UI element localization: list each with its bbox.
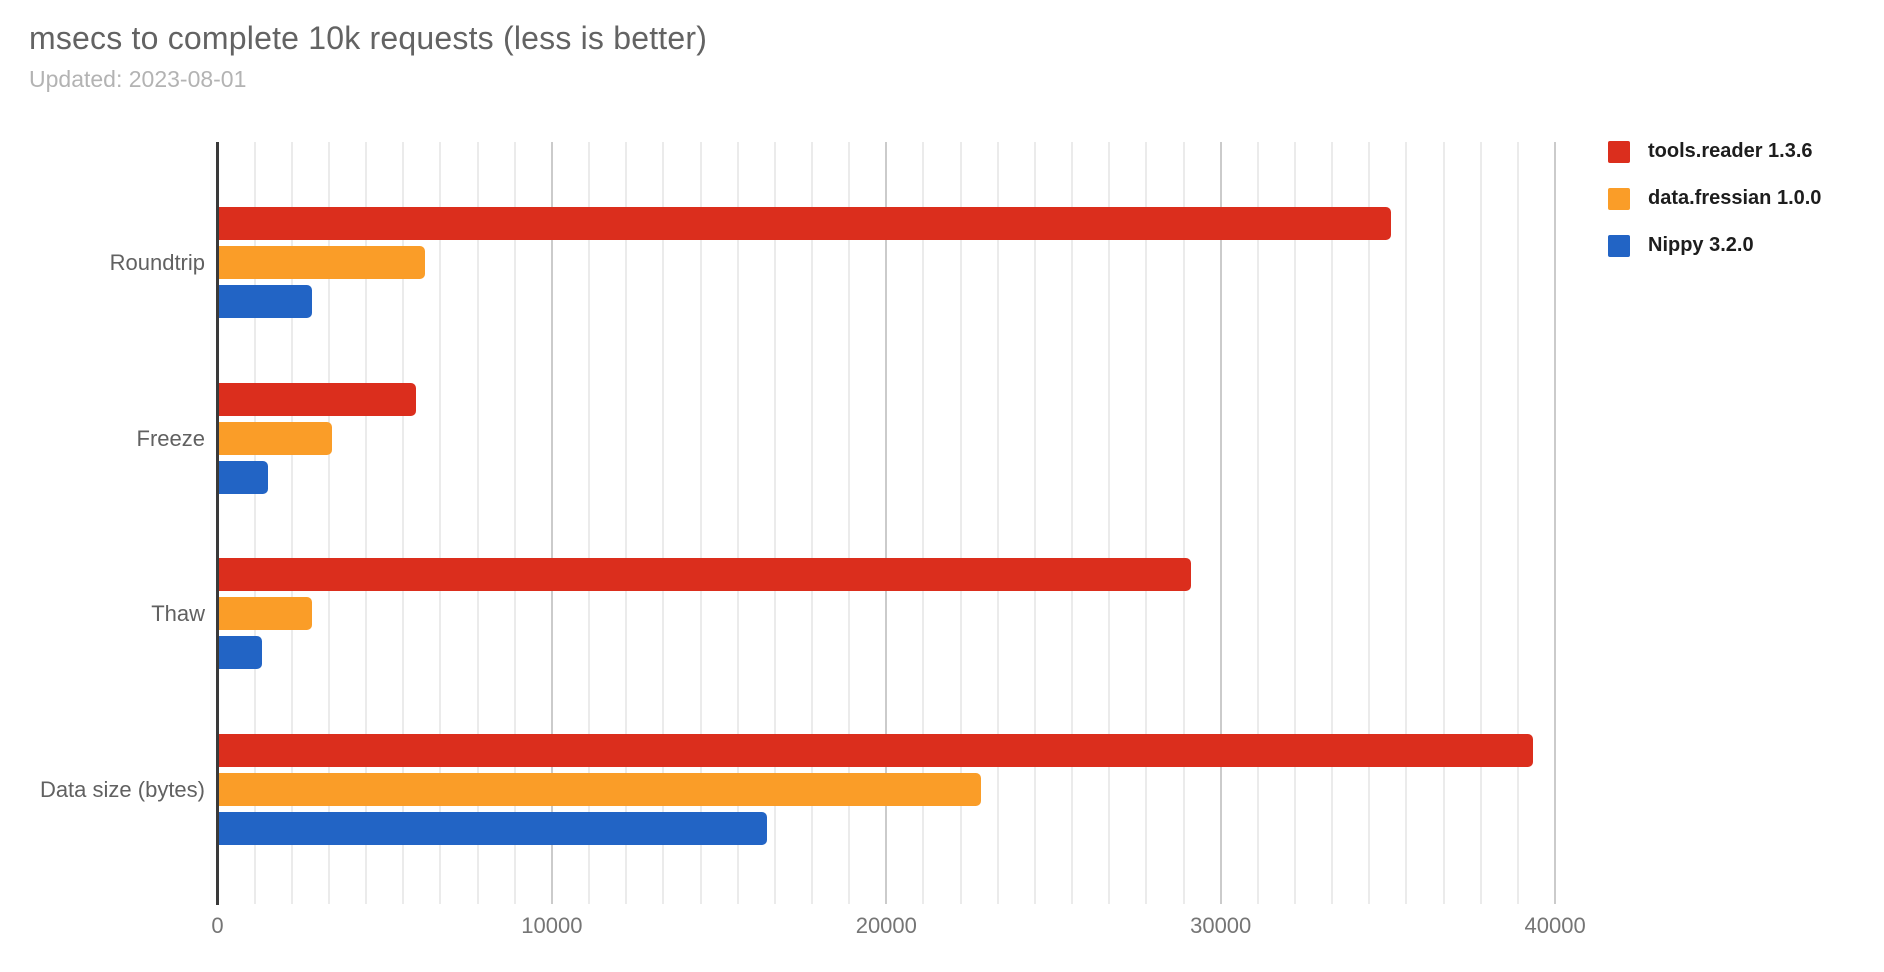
bar[interactable] xyxy=(217,734,1533,767)
bar[interactable] xyxy=(217,285,312,318)
minor-gridline xyxy=(439,142,442,904)
minor-gridline xyxy=(773,142,776,904)
legend-swatch xyxy=(1608,188,1630,210)
bar[interactable] xyxy=(217,422,332,455)
minor-gridline xyxy=(922,142,925,904)
x-tick-label: 10000 xyxy=(521,913,583,938)
minor-gridline xyxy=(513,142,516,904)
minor-gridline xyxy=(848,142,851,904)
minor-gridline xyxy=(290,142,293,904)
bar[interactable] xyxy=(217,246,425,279)
minor-gridline xyxy=(1145,142,1148,904)
category-label: Freeze xyxy=(136,425,205,451)
minor-gridline xyxy=(1033,142,1036,904)
major-gridline xyxy=(1554,142,1557,904)
minor-gridline xyxy=(625,142,628,904)
minor-gridline xyxy=(1479,142,1482,904)
bar[interactable] xyxy=(217,636,263,669)
legend-label: data.fressian 1.0.0 xyxy=(1648,187,1822,209)
legend-label: Nippy 3.2.0 xyxy=(1648,234,1754,256)
minor-gridline xyxy=(699,142,702,904)
minor-gridline xyxy=(327,142,330,904)
legend-label: tools.reader 1.3.6 xyxy=(1648,140,1813,162)
x-tick-label: 0 xyxy=(211,913,224,938)
chart-subtitle: Updated: 2023-08-01 xyxy=(29,66,247,92)
category-label: Data size (bytes) xyxy=(39,776,205,802)
major-gridline xyxy=(1219,142,1222,904)
minor-gridline xyxy=(402,142,405,904)
minor-gridline xyxy=(1071,142,1074,904)
legend-swatch xyxy=(1608,141,1630,163)
minor-gridline xyxy=(476,142,479,904)
axis-line xyxy=(216,142,219,905)
minor-gridline xyxy=(810,142,813,904)
category-label: Thaw xyxy=(151,600,205,626)
minor-gridline xyxy=(662,142,665,904)
bar[interactable] xyxy=(217,597,312,630)
major-gridline xyxy=(550,142,553,904)
minor-gridline xyxy=(1516,142,1519,904)
minor-gridline xyxy=(959,142,962,904)
bar[interactable] xyxy=(217,558,1191,591)
x-tick-label: 40000 xyxy=(1524,913,1586,938)
minor-gridline xyxy=(1108,142,1111,904)
legend-swatch xyxy=(1608,235,1630,257)
minor-gridline xyxy=(588,142,591,904)
minor-gridline xyxy=(253,142,256,904)
bar[interactable] xyxy=(217,461,268,494)
bar[interactable] xyxy=(217,773,982,806)
minor-gridline xyxy=(1368,142,1371,904)
minor-gridline xyxy=(996,142,999,904)
minor-gridline xyxy=(1256,142,1259,904)
major-gridline xyxy=(885,142,888,904)
category-label: Roundtrip xyxy=(109,249,205,275)
minor-gridline xyxy=(1182,142,1185,904)
minor-gridline xyxy=(365,142,368,904)
x-tick-label: 30000 xyxy=(1190,913,1252,938)
minor-gridline xyxy=(736,142,739,904)
minor-gridline xyxy=(1294,142,1296,904)
x-tick-label: 20000 xyxy=(855,913,917,938)
minor-gridline xyxy=(1405,142,1408,904)
bar[interactable] xyxy=(217,812,768,845)
minor-gridline xyxy=(1442,142,1445,904)
minor-gridline xyxy=(1331,142,1334,904)
chart-title: msecs to complete 10k requests (less is … xyxy=(29,20,708,56)
bar[interactable] xyxy=(217,207,1392,240)
bar[interactable] xyxy=(217,383,416,416)
